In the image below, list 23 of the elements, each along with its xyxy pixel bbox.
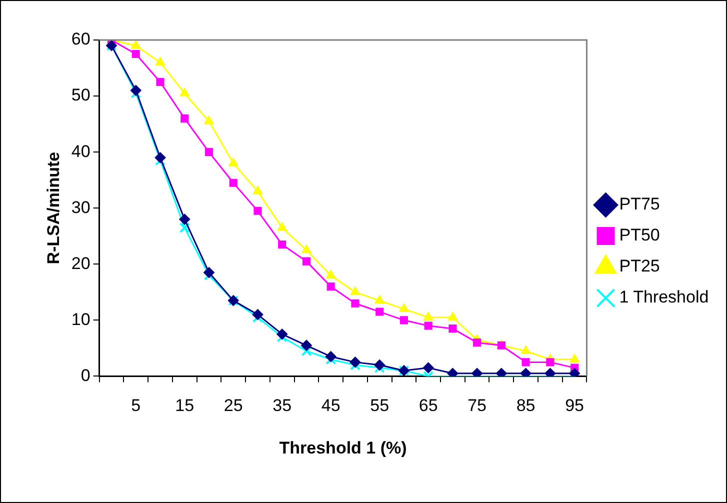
legend-label: PT50 xyxy=(619,226,660,245)
x-tick-label: 35 xyxy=(272,396,292,416)
x-tick-label: 5 xyxy=(131,396,141,416)
legend-label: PT75 xyxy=(619,194,660,214)
x-tick-label: 15 xyxy=(175,396,194,416)
y-tick-label: 40 xyxy=(71,142,90,161)
y-tick-label: 20 xyxy=(71,254,90,273)
x-tick-label: 85 xyxy=(516,396,536,416)
y-tick-label: 0 xyxy=(80,366,90,385)
y-tick-label: 50 xyxy=(71,86,90,105)
x-tick-label: 55 xyxy=(370,396,390,416)
y-axis-title: R-LSA/minute xyxy=(44,152,63,264)
x-tick-label: 75 xyxy=(468,396,487,416)
legend-label: PT25 xyxy=(619,256,660,276)
x-axis-title: Threshold 1 (%) xyxy=(279,438,407,458)
y-tick-label: 60 xyxy=(71,30,90,49)
y-tick-label: 30 xyxy=(71,198,90,217)
legend-label: 1 Threshold xyxy=(619,288,709,307)
x-tick-label: 95 xyxy=(565,396,584,416)
y-tick-label: 10 xyxy=(71,310,90,329)
x-tick-label: 65 xyxy=(418,396,438,416)
x-tick-label: 25 xyxy=(224,396,243,416)
x-tick-label: 45 xyxy=(321,396,340,416)
